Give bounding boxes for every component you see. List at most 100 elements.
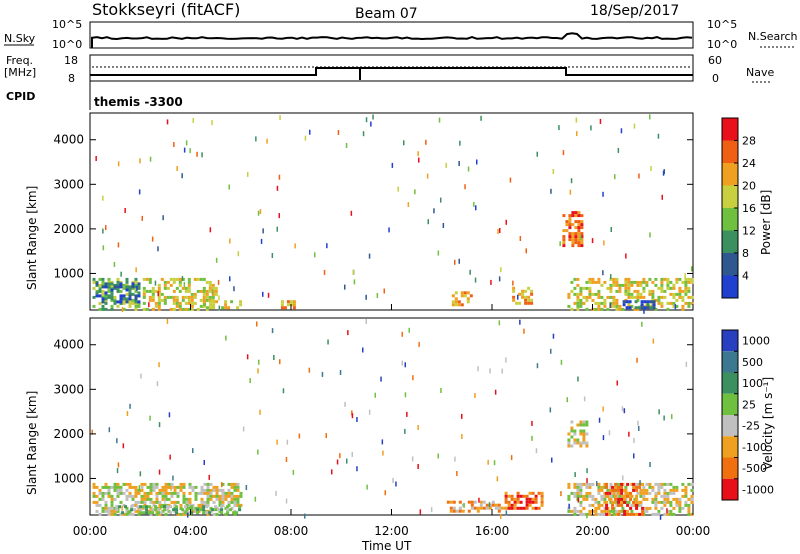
scatter-cell [209, 303, 213, 307]
scatter-speck [351, 413, 354, 419]
scatter-cell [600, 295, 604, 299]
scatter-cell [645, 482, 649, 486]
scatter-cell [161, 488, 165, 492]
scatter-speck [474, 393, 476, 398]
scatter-cell [101, 300, 105, 304]
scatter-cell [230, 300, 234, 304]
scatter-cell [479, 500, 483, 504]
scatter-cell [615, 509, 619, 513]
scatter-cell [452, 500, 456, 504]
scatter-speck [408, 327, 410, 333]
scatter-cell [648, 289, 652, 293]
colorbar-tick-label: 4 [742, 270, 749, 283]
scatter-cell [191, 488, 195, 492]
scatter-cell [579, 509, 583, 513]
scatter-cell [636, 307, 640, 311]
scatter-speck [610, 227, 612, 232]
scatter-cell [640, 300, 644, 304]
scatter-speck [309, 129, 311, 135]
scatter-speck [141, 215, 143, 221]
scatter-cell [202, 511, 206, 515]
scatter-cell [173, 509, 177, 513]
scatter-cell [649, 306, 653, 310]
scatter-cell [627, 283, 631, 287]
scatter-cell [618, 304, 622, 308]
scatter-cell [460, 291, 464, 295]
scatter-speck [278, 174, 281, 180]
scatter-cell [206, 306, 210, 310]
scatter-cell [122, 512, 126, 516]
scatter-cell [603, 304, 607, 308]
scatter-cell [611, 485, 615, 489]
scatter-cell [672, 488, 676, 492]
scatter-cell [654, 503, 658, 507]
scatter-cell [567, 438, 571, 442]
colorbar-swatch [722, 275, 738, 298]
scatter-cell [663, 482, 667, 486]
colorbar-swatch [722, 478, 738, 500]
scatter-cell [577, 211, 581, 215]
scatter-cell [666, 280, 670, 284]
scatter-cell [187, 301, 191, 305]
scatter-cell [687, 512, 691, 516]
scatter-cell [190, 292, 194, 296]
scatter-cell [101, 285, 105, 289]
scatter-cell [98, 512, 102, 516]
scatter-cell [608, 512, 612, 516]
scatter-cell [164, 485, 168, 489]
scatter-cell [666, 497, 670, 501]
scatter-speck [276, 439, 278, 445]
scatter-cell [188, 482, 192, 486]
scatter-cell [155, 512, 159, 516]
scatter-cell [582, 429, 586, 433]
scatter-cell [125, 285, 129, 289]
scatter-cell [565, 229, 569, 233]
x-tick-label: 16:00 [475, 524, 510, 538]
scatter-cell [110, 288, 114, 292]
velocity-ylabel: Slant Range [km] [25, 391, 39, 495]
scatter-cell [236, 494, 240, 498]
scatter-cell [621, 509, 625, 513]
scatter-cell [663, 491, 667, 495]
scatter-cell [687, 301, 691, 305]
scatter-cell [205, 280, 209, 284]
scatter-cell [582, 494, 586, 498]
scatter-cell [238, 505, 242, 509]
scatter-speck [391, 162, 394, 168]
scatter-cell [128, 512, 132, 516]
scatter-cell [580, 241, 584, 245]
scatter-cell [131, 298, 135, 302]
scatter-cell [139, 511, 143, 515]
scatter-cell [107, 289, 111, 293]
scatter-cell [615, 500, 619, 504]
freq-trace [90, 67, 693, 76]
scatter-cell [104, 291, 108, 295]
scatter-cell [146, 485, 150, 489]
scatter-cell [203, 491, 207, 495]
scatter-speck [365, 294, 367, 300]
scatter-cell [516, 500, 520, 504]
scatter-speck [602, 270, 604, 276]
scatter-speck [120, 271, 122, 277]
scatter-cell [193, 277, 197, 281]
scatter-cell [181, 286, 185, 290]
scatter-cell [638, 500, 642, 504]
colorbar-swatch [722, 253, 738, 276]
scatter-speck [172, 475, 174, 481]
scatter-cell [92, 280, 96, 284]
y-tick-label: 1000 [53, 471, 84, 485]
scatter-cell [292, 303, 296, 307]
scatter-speck [401, 331, 403, 337]
scatter-cell [567, 482, 571, 486]
scatter-cell [139, 508, 143, 512]
scatter-cell [687, 277, 691, 281]
scatter-cell [504, 494, 508, 498]
scatter-cell [227, 500, 231, 504]
scatter-cell [648, 292, 652, 296]
scatter-cell [146, 494, 150, 498]
scatter-cell [567, 485, 571, 489]
scatter-cell [568, 223, 572, 227]
scatter-cell [635, 500, 639, 504]
scatter-cell [211, 286, 215, 290]
